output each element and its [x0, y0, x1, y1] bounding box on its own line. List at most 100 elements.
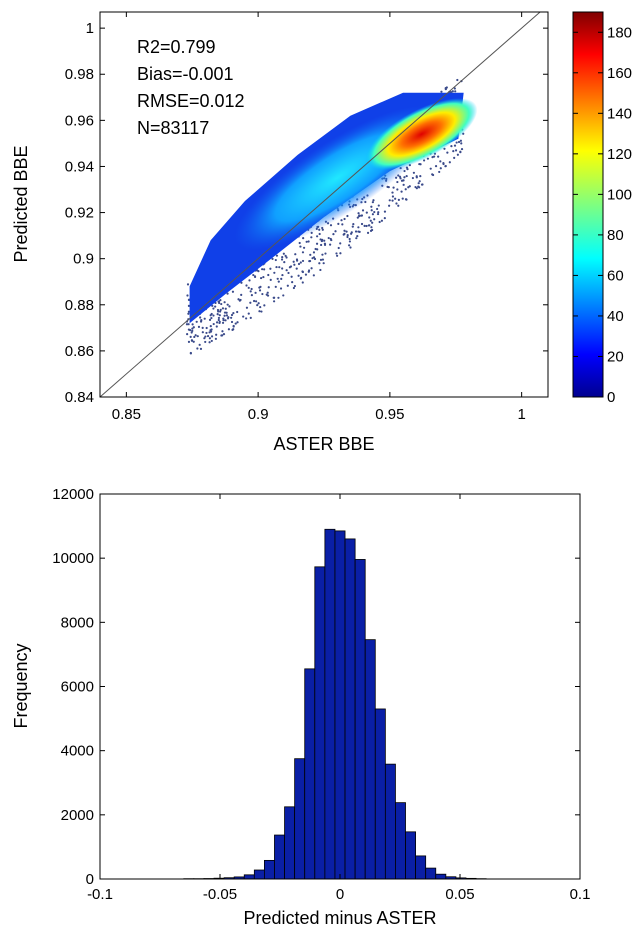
outlier-point: [226, 303, 229, 306]
outlier-point: [329, 224, 333, 227]
outlier-point: [230, 313, 234, 317]
outlier-point: [457, 140, 461, 144]
outlier-point: [403, 176, 406, 179]
histogram-y-tick-label: 4000: [61, 743, 94, 760]
outlier-point: [242, 315, 245, 318]
outlier-point: [345, 230, 348, 233]
outlier-point: [341, 223, 344, 226]
outlier-point: [346, 235, 349, 239]
outlier-point: [313, 257, 317, 261]
outlier-point: [201, 326, 204, 330]
outlier-point: [222, 317, 225, 320]
outlier-point: [318, 232, 321, 236]
outlier-point: [336, 254, 339, 257]
outlier-point: [261, 268, 264, 271]
outlier-point: [230, 320, 234, 324]
outlier-point: [292, 286, 296, 290]
outlier-point: [210, 335, 214, 338]
outlier-point: [356, 235, 359, 238]
outlier-point: [222, 333, 226, 336]
density-scatter-panel: 0.85 0.9 0.95 1 0.84 0.86 0.88 0.9 0.92 0.94 0.96 0…: [11, 11, 549, 454]
outlier-point: [314, 247, 317, 251]
outlier-point: [400, 190, 403, 193]
outlier-point: [286, 284, 289, 287]
outlier-point: [431, 173, 435, 177]
outlier-point: [245, 317, 248, 320]
outlier-point: [204, 335, 207, 338]
outlier-point: [218, 320, 221, 323]
outlier-point: [446, 151, 449, 154]
outlier-point: [419, 163, 422, 166]
outlier-point: [396, 188, 399, 191]
one-to-one-line: [99, 11, 541, 398]
outlier-point: [281, 267, 284, 270]
outlier-point: [206, 334, 210, 338]
outlier-point: [257, 270, 260, 273]
outlier-point: [415, 176, 418, 179]
outlier-point: [259, 305, 262, 309]
histogram-x-axis-label: Predicted minus ASTER: [243, 908, 436, 928]
outlier-point: [208, 337, 211, 340]
outlier-point: [448, 161, 451, 164]
outlier-point: [373, 210, 376, 214]
outlier-point: [215, 325, 218, 328]
stat-r2: R2=0.799: [137, 37, 216, 57]
outlier-point: [411, 176, 414, 180]
histogram-x-tick-label: 0.05: [445, 886, 474, 903]
outlier-point: [309, 253, 312, 256]
outlier-point: [305, 240, 308, 243]
outlier-point: [191, 327, 194, 330]
outlier-point: [373, 218, 376, 221]
outlier-point: [236, 310, 239, 314]
outlier-point: [330, 238, 333, 242]
outlier-point: [301, 251, 305, 254]
outlier-point: [210, 328, 213, 331]
histogram-bar: [364, 639, 376, 880]
outlier-point: [192, 326, 195, 329]
outlier-point: [388, 199, 391, 202]
histogram-bar: [284, 806, 296, 880]
outlier-point: [217, 318, 220, 322]
outlier-point: [257, 302, 260, 305]
outlier-point: [312, 274, 315, 277]
outlier-point: [276, 277, 279, 280]
outlier-point: [228, 305, 231, 308]
outlier-point: [273, 296, 276, 299]
outlier-point: [285, 256, 288, 259]
outlier-point: [395, 202, 398, 205]
histogram-x-tick-label: 0.1: [570, 886, 591, 903]
outlier-point: [346, 214, 349, 218]
outlier-point: [323, 243, 327, 247]
outlier-point: [321, 258, 325, 261]
stats-annotation: R2=0.799 Bias=-0.001 RMSE=0.012 N=83117: [137, 37, 245, 138]
outlier-point: [418, 180, 421, 183]
outlier-point: [376, 212, 380, 216]
outlier-point: [203, 337, 206, 340]
scatter-y-tick-label: 0.94: [65, 158, 94, 175]
outlier-point: [339, 242, 342, 245]
outlier-point: [214, 337, 217, 340]
outlier-point: [252, 273, 255, 277]
outlier-point: [376, 207, 379, 211]
outlier-point: [277, 296, 280, 299]
outlier-point: [339, 252, 342, 255]
outlier-point: [323, 239, 326, 242]
outlier-point: [397, 204, 400, 207]
outlier-point: [285, 269, 288, 272]
outlier-point: [450, 145, 453, 148]
outlier-point: [356, 216, 359, 219]
outlier-point: [394, 197, 397, 200]
outlier-point: [232, 312, 235, 315]
outlier-point: [224, 319, 227, 322]
density-peak: [365, 98, 478, 171]
outlier-point: [293, 284, 296, 288]
outlier-point: [280, 277, 283, 280]
outlier-point: [260, 276, 263, 280]
outlier-point: [361, 209, 365, 212]
outlier-point: [322, 262, 325, 265]
outlier-point: [304, 273, 308, 276]
outlier-point: [275, 254, 279, 257]
outlier-point: [417, 185, 420, 188]
outlier-point: [279, 287, 283, 290]
colorbar-tick-label: 100: [607, 186, 632, 203]
